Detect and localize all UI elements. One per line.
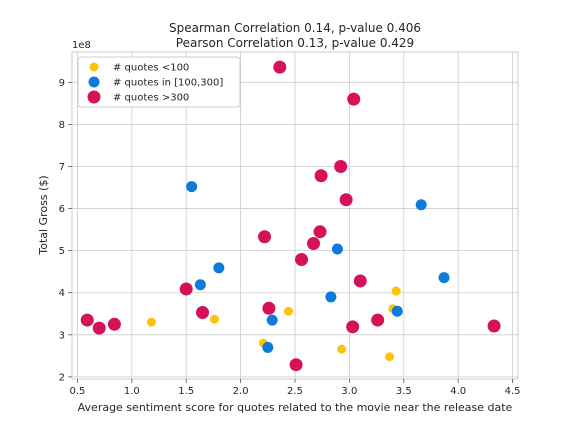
data-point [266, 314, 278, 326]
y-tick-label: 3 [59, 330, 65, 341]
x-tick-label: 4.5 [505, 386, 521, 397]
series-1 [146, 286, 401, 362]
legend-marker-small [89, 62, 99, 72]
y-axis-ticks: 2 3 4 5 6 7 8 9 [59, 78, 72, 383]
legend-label-large: # quotes >300 [113, 93, 189, 104]
data-point [283, 306, 293, 316]
chart-title-line-1: Spearman Correlation 0.14, p-value 0.406 [169, 21, 421, 35]
series-3 [80, 60, 501, 372]
data-point [385, 352, 395, 362]
y-tick-label: 7 [59, 162, 65, 173]
x-tick-label: 2.0 [233, 386, 249, 397]
x-tick-label: 3.0 [341, 386, 357, 397]
legend-label-medium: # quotes in [100,300] [113, 78, 223, 89]
data-point [210, 314, 220, 324]
data-point [331, 243, 343, 255]
x-axis-ticks: 0.5 1.0 1.5 2.0 2.5 3.0 3.5 4.0 4.5 [69, 379, 521, 397]
data-point [371, 313, 385, 327]
data-point [196, 306, 210, 320]
y-tick-label: 5 [59, 246, 65, 257]
data-point [179, 282, 193, 296]
series-2 [186, 181, 450, 353]
y-tick-label: 8 [59, 120, 65, 131]
y-tick-label: 4 [59, 288, 65, 299]
data-point [391, 286, 401, 296]
data-point [80, 313, 94, 327]
data-point [391, 305, 403, 317]
x-tick-label: 2.5 [287, 386, 303, 397]
data-point [313, 225, 327, 239]
data-point [314, 169, 328, 183]
data-point [258, 230, 272, 244]
data-point [347, 92, 361, 106]
data-point [289, 358, 303, 372]
y-axis-offset-text: 1e8 [72, 40, 91, 51]
chart-title-line-2: Pearson Correlation 0.13, p-value 0.429 [176, 36, 414, 50]
data-point [306, 236, 320, 250]
legend-box [77, 56, 241, 108]
data-point [325, 291, 337, 303]
data-point [346, 320, 360, 334]
data-point [334, 159, 348, 173]
x-tick-label: 3.5 [396, 386, 412, 397]
data-point [337, 344, 347, 354]
y-axis-label: Total Gross ($) [37, 175, 50, 255]
data-point [194, 279, 206, 291]
legend-marker-medium [88, 76, 100, 88]
x-tick-label: 4.0 [450, 386, 466, 397]
y-tick-label: 2 [59, 372, 65, 383]
legend-marker-large [87, 90, 101, 104]
data-point [353, 274, 367, 288]
data-point [487, 319, 501, 333]
grid-lines [72, 52, 518, 379]
data-point [295, 252, 309, 266]
y-tick-label: 6 [59, 204, 65, 215]
data-point [438, 272, 450, 284]
legend-label-small: # quotes <100 [113, 63, 189, 74]
data-point [262, 341, 274, 353]
data-point [339, 193, 353, 207]
x-axis-label: Average sentiment score for quotes relat… [78, 401, 513, 414]
data-point [107, 317, 121, 331]
x-tick-label: 1.0 [124, 386, 140, 397]
data-point [146, 317, 156, 327]
x-tick-label: 0.5 [69, 386, 85, 397]
data-point [186, 181, 198, 193]
data-point [415, 199, 427, 211]
x-tick-label: 1.5 [178, 386, 194, 397]
data-point [273, 60, 287, 74]
data-point [92, 321, 106, 335]
data-point [262, 301, 276, 315]
data-points [80, 60, 501, 372]
y-tick-label: 9 [59, 78, 65, 89]
data-point [213, 262, 225, 274]
legend: # quotes <100 # quotes in [100,300] # qu… [77, 56, 241, 108]
